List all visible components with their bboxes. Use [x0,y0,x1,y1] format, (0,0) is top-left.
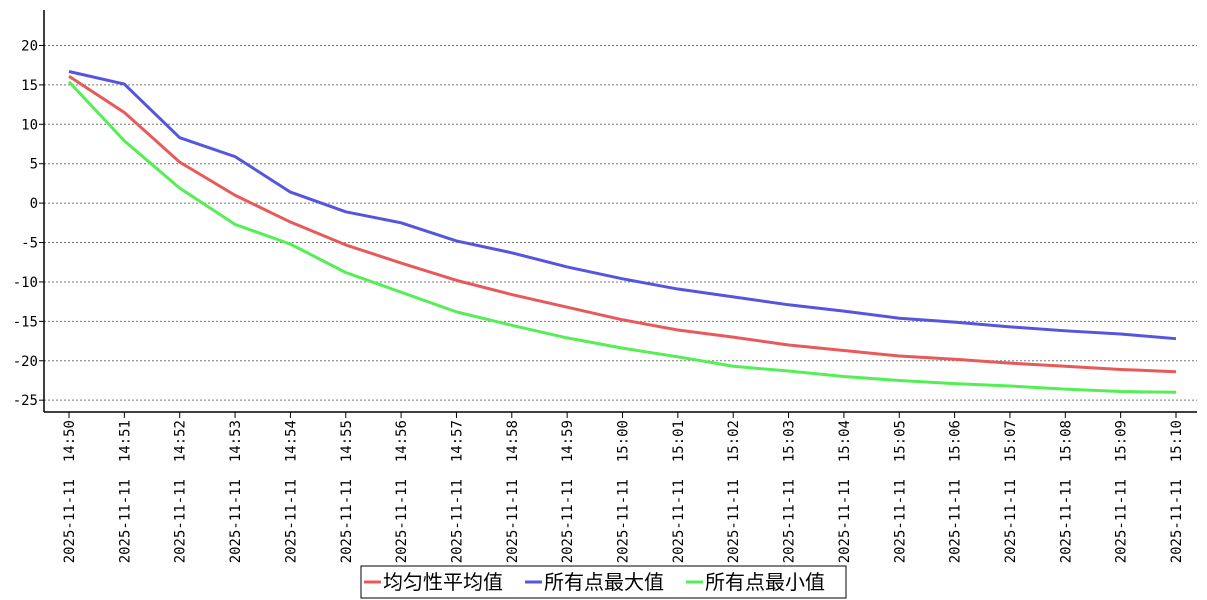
legend: 均匀性平均值 所有点最大值 所有点最小值 [360,565,847,599]
legend-box [360,565,847,599]
y-tick-label: 5 [30,157,38,173]
y-tick-label: -5 [21,236,38,252]
x-tick-label: 2025-11-11 15:02 [726,420,742,563]
x-tick-label: 2025-11-11 15:05 [892,420,908,563]
x-tick-label: 2025-11-11 14:54 [283,420,299,563]
x-tick-label: 2025-11-11 15:09 [1114,420,1130,563]
legend-label-1: 均匀性平均值 [383,570,503,594]
x-axis-ticks: 2025-11-11 14:50 2025-11-11 14:51 2025-11-… [62,412,1185,563]
x-tick-label: 2025-11-11 15:04 [837,420,853,563]
x-tick-label: 2025-11-11 15:08 [1058,420,1074,563]
x-tick-label: 2025-11-11 15:06 [948,420,964,563]
y-tick-label: -25 [13,393,38,409]
x-tick-label: 2025-11-11 15:03 [782,420,798,563]
series-line-3 [67,80,1177,394]
x-tick-label: 2025-11-11 14:51 [117,420,133,563]
y-tick-label: -10 [13,275,38,291]
x-tick-label: 2025-11-11 15:10 [1169,420,1185,563]
y-tick-label: 15 [21,78,38,94]
legend-label-2: 所有点最大值 [544,570,664,594]
x-tick-label: 2025-11-11 15:01 [671,420,687,563]
x-tick-label: 2025-11-11 14:59 [560,420,576,563]
legend-label-3: 所有点最小值 [705,570,825,594]
x-tick-label: 2025-11-11 14:57 [449,420,465,563]
x-tick-label: 2025-11-11 14:53 [228,420,244,563]
x-tick-label: 2025-11-11 14:56 [394,420,410,563]
y-tick-label: 20 [21,38,38,54]
y-tick-label: 0 [30,196,38,212]
x-tick-label: 2025-11-11 14:52 [173,420,189,563]
x-tick-label: 2025-11-11 14:50 [62,420,78,563]
series-lines [67,70,1177,394]
x-tick-label: 2025-11-11 14:58 [505,420,521,563]
y-axis-ticks: 20 15 10 5 0 -5 -10 -15 -20 -25 [13,38,44,409]
x-tick-label: 2025-11-11 15:00 [616,420,632,563]
series-line-1 [68,74,1177,374]
series-line-2 [68,70,1177,341]
grid-lines [44,44,1197,401]
y-tick-label: -15 [13,314,38,330]
x-tick-label: 2025-11-11 15:07 [1003,420,1019,563]
x-tick-label: 2025-11-11 14:55 [339,420,355,563]
y-tick-label: -20 [13,354,38,370]
y-tick-label: 10 [21,117,38,133]
